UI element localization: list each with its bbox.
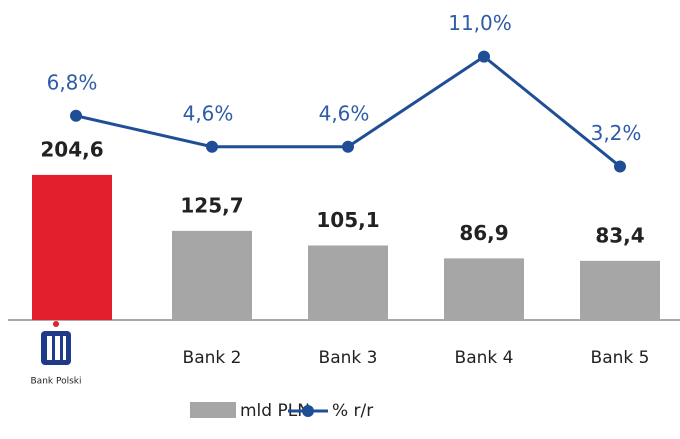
line-marker bbox=[70, 109, 82, 122]
bar bbox=[444, 258, 524, 320]
line-value-label: 6,8% bbox=[47, 70, 98, 94]
legend-marker bbox=[302, 405, 314, 417]
line-value-label: 4,6% bbox=[319, 101, 370, 125]
x-tick-label: Bank 3 bbox=[319, 348, 378, 368]
bar-value-label: 86,9 bbox=[459, 221, 508, 245]
x-tick-label: Bank Polski bbox=[31, 377, 82, 387]
bar bbox=[308, 245, 388, 320]
x-tick-label: Bank 4 bbox=[455, 348, 514, 368]
line-marker bbox=[206, 140, 218, 153]
legend-label: % r/r bbox=[332, 401, 373, 421]
line-marker bbox=[614, 160, 626, 173]
logo bbox=[41, 321, 71, 365]
legend-label: mld PLN bbox=[240, 401, 310, 421]
bar bbox=[172, 230, 252, 320]
line-value-label: 3,2% bbox=[591, 121, 642, 145]
line-marker bbox=[342, 140, 354, 153]
line-marker bbox=[478, 50, 490, 63]
bar-value-label: 204,6 bbox=[40, 137, 103, 161]
x-tick-label: Bank 5 bbox=[591, 348, 650, 368]
legend-swatch bbox=[190, 402, 236, 418]
line-value-label: 11,0% bbox=[448, 11, 512, 35]
bar bbox=[32, 174, 112, 320]
x-tick-label: Bank 2 bbox=[183, 348, 242, 368]
bar bbox=[580, 260, 660, 320]
bar-value-label: 105,1 bbox=[316, 208, 379, 232]
bar-value-label: 125,7 bbox=[180, 193, 243, 217]
line-value-label: 4,6% bbox=[183, 101, 234, 125]
bar-value-label: 83,4 bbox=[595, 223, 644, 247]
